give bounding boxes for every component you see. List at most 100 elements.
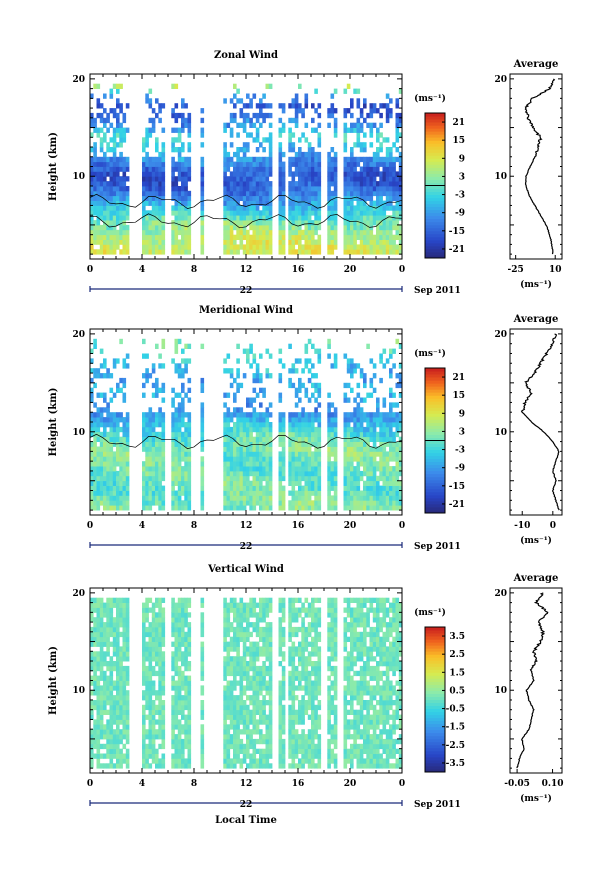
heatmap-cell xyxy=(314,417,318,423)
heatmap-cell xyxy=(109,229,114,236)
heatmap-cell xyxy=(103,475,107,482)
heatmap-cell xyxy=(155,181,159,187)
heatmap-cell xyxy=(317,224,322,231)
heatmap-cell xyxy=(122,714,127,720)
heatmap-cell xyxy=(317,358,322,364)
heatmap-cell xyxy=(116,490,120,496)
heatmap-cell xyxy=(392,249,396,255)
heatmap-cell xyxy=(304,490,309,496)
heatmap-cell xyxy=(259,103,263,109)
heatmap-cell xyxy=(125,451,130,457)
heatmap-cell xyxy=(298,387,302,393)
heatmap-cell xyxy=(90,763,94,769)
heatmap-cell xyxy=(317,171,322,177)
heatmap-cell xyxy=(346,156,351,163)
heatmap-cell xyxy=(184,441,188,447)
heatmap-cell xyxy=(236,729,240,735)
colorbar-segment xyxy=(425,170,445,174)
heatmap-cell xyxy=(278,249,283,255)
heatmap-cell xyxy=(311,417,315,423)
heatmap-cell xyxy=(307,451,312,457)
heatmap-cell xyxy=(125,176,130,182)
heatmap-cell xyxy=(151,176,156,182)
heatmap-cell xyxy=(311,239,315,245)
heatmap-cell xyxy=(119,181,123,187)
heatmap-cell xyxy=(249,500,253,506)
heatmap-cell xyxy=(350,147,354,153)
heatmap-cell xyxy=(252,422,257,428)
heatmap-cell xyxy=(116,704,120,711)
heatmap-cell xyxy=(298,161,302,167)
heatmap-cell xyxy=(122,485,127,491)
heatmap-cell xyxy=(148,485,153,491)
heatmap-cell xyxy=(96,239,101,245)
heatmap-cell xyxy=(223,480,227,486)
heatmap-cell xyxy=(184,646,188,652)
heatmap-cell xyxy=(99,373,104,379)
heatmap-cell xyxy=(233,412,237,418)
heatmap-cell xyxy=(181,244,185,250)
heatmap-cell xyxy=(142,602,146,608)
heatmap-cell xyxy=(112,748,117,754)
heatmap-cell xyxy=(382,171,387,177)
heatmap-cell xyxy=(301,244,305,250)
heatmap-cell xyxy=(359,195,364,201)
heatmap-cell xyxy=(171,387,175,393)
heatmap-cell xyxy=(200,646,205,652)
heatmap-cell xyxy=(200,436,205,442)
heatmap-cell xyxy=(317,392,322,398)
colorbar-segment xyxy=(425,404,445,408)
heatmap-cell xyxy=(281,431,286,438)
heatmap-cell xyxy=(359,122,364,128)
heatmap-cell xyxy=(145,490,149,496)
heatmap-cell xyxy=(291,382,296,389)
heatmap-cell xyxy=(382,161,387,167)
heatmap-cell xyxy=(200,631,205,638)
heatmap-cell xyxy=(363,171,367,177)
heatmap-cell xyxy=(233,451,237,457)
heatmap-cell xyxy=(151,490,156,496)
heatmap-cell xyxy=(317,132,322,138)
heatmap-cell xyxy=(99,224,104,231)
heatmap-cell xyxy=(307,224,312,231)
heatmap-cell xyxy=(317,348,322,354)
heatmap-cell xyxy=(184,156,188,163)
heatmap-cell xyxy=(304,466,309,472)
heatmap-cell xyxy=(249,348,253,354)
heatmap-cell xyxy=(294,205,299,211)
heatmap-cell xyxy=(311,166,315,172)
heatmap-cell xyxy=(327,161,331,167)
heatmap-cell xyxy=(298,239,302,245)
heatmap-cell xyxy=(330,147,335,153)
heatmap-cell xyxy=(223,368,227,374)
heatmap-cell xyxy=(239,748,244,754)
heatmap-cell xyxy=(116,176,120,182)
heatmap-cell xyxy=(392,348,396,354)
heatmap-cell xyxy=(343,500,348,506)
heatmap-cell xyxy=(233,431,237,438)
heatmap-cell xyxy=(288,377,292,384)
heatmap-cell xyxy=(161,622,166,628)
heatmap-cell xyxy=(291,161,296,167)
heatmap-cell xyxy=(184,205,188,211)
heatmap-cell xyxy=(346,239,351,245)
heatmap-cell xyxy=(307,190,312,197)
heatmap-cell xyxy=(246,112,250,119)
heatmap-cell xyxy=(236,734,240,740)
heatmap-cell xyxy=(151,456,156,462)
heatmap-cell xyxy=(363,210,367,216)
heatmap-cell xyxy=(392,166,396,172)
heatmap-cell xyxy=(151,656,156,662)
heatmap-cell xyxy=(223,675,227,681)
heatmap-cell xyxy=(155,641,159,647)
heatmap-cell xyxy=(281,181,286,187)
heatmap-cell xyxy=(259,505,263,511)
heatmap-cell xyxy=(93,224,97,231)
heatmap-cell xyxy=(106,195,110,201)
heatmap-cell xyxy=(239,210,244,216)
heatmap-cell xyxy=(112,363,117,369)
heatmap-cell xyxy=(343,161,348,167)
heatmap-cell xyxy=(311,210,315,216)
heatmap-cell xyxy=(119,426,123,433)
heatmap-cell xyxy=(187,631,192,638)
